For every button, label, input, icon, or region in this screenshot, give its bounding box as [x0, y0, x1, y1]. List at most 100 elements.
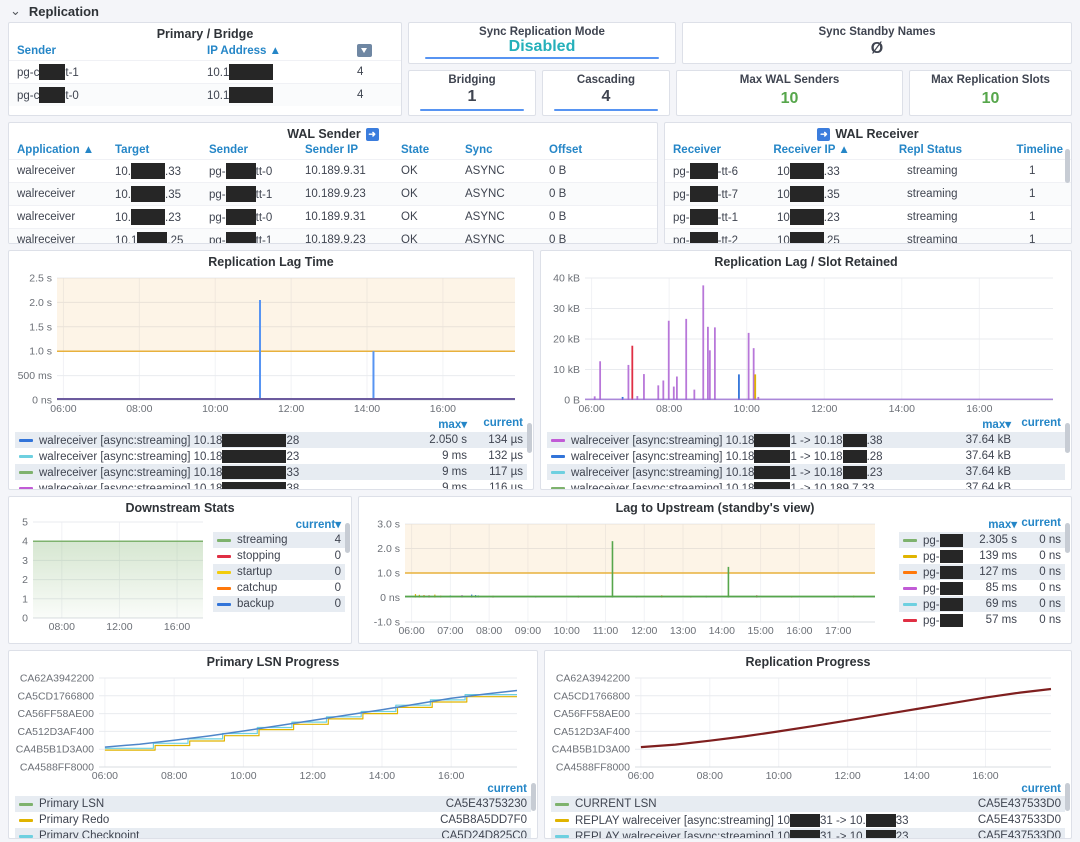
table-link[interactable]: 10.35	[777, 186, 840, 202]
legend-row[interactable]: pg-tt-1 139 ms 0 ns	[899, 548, 1065, 564]
legend-row[interactable]: REPLAY walreceiver [async:streaming] 10 3…	[551, 828, 1065, 838]
column-header[interactable]: Receiver	[673, 144, 721, 156]
legend-sort-header[interactable]: current▾	[295, 519, 341, 531]
scrollbar[interactable]	[1065, 423, 1070, 453]
column-header[interactable]: State	[401, 144, 430, 156]
redaction-block	[229, 87, 274, 103]
legend-row[interactable]: pg-tt-2 69 ms 0 ns	[899, 596, 1065, 612]
legend-value: 139 ms	[979, 550, 1017, 562]
legend-row[interactable]: pg-tt-3 127 ms 0 ns	[899, 564, 1065, 580]
table-link[interactable]: 10.189.9.23	[305, 188, 366, 200]
table-link[interactable]: 10.189.9.31	[305, 165, 366, 177]
text: tt-1	[255, 235, 273, 244]
text: tt-0	[255, 166, 273, 178]
column-header[interactable]: IP Address ▲	[207, 44, 282, 57]
legend-row[interactable]: walreceiver [async:streaming] 10.18 1 -> …	[547, 448, 1065, 464]
scrollbar[interactable]	[1065, 783, 1070, 811]
column-header[interactable]: Timeline	[1016, 144, 1063, 156]
table-link[interactable]: pg-tt-0	[209, 209, 273, 225]
column-header[interactable]: Repl Status	[898, 144, 963, 156]
chart-canvas: 06:00 08:00 10:00 12:00 14:00 16:00 0 ns 500 ms…	[18, 273, 515, 415]
table-link[interactable]: pg-c t-0	[17, 87, 79, 103]
column-header[interactable]: Offset	[549, 144, 583, 156]
column-header[interactable]: Sync	[465, 144, 493, 156]
column-header[interactable]: Receiver IP ▲	[773, 144, 850, 156]
table-link[interactable]: 10.1	[207, 87, 274, 103]
legend-row[interactable]: startup 0	[213, 564, 345, 580]
series-label: pg-tt-2	[923, 597, 963, 611]
column-header[interactable]: Target	[115, 144, 150, 156]
table-link[interactable]: 10.189.9.23	[305, 234, 366, 243]
table-link[interactable]: pg-tt-1	[209, 232, 273, 244]
table-link[interactable]: pg- -tt-2	[673, 232, 739, 243]
legend-header: current	[15, 782, 531, 796]
filter-icon[interactable]	[357, 44, 372, 57]
series-label: REPLAY walreceiver [async:streaming] 10 3…	[575, 829, 957, 838]
legend-sort-header[interactable]: current	[1021, 783, 1061, 795]
legend-row[interactable]: REPLAY walreceiver [async:streaming] 10 3…	[551, 812, 1065, 828]
table-link[interactable]: pg-tt-1	[209, 186, 273, 202]
table-link[interactable]: pg- -tt-6	[673, 163, 739, 179]
legend-row[interactable]: Primary Checkpoint CA5D24D825C0	[15, 828, 531, 838]
table-link[interactable]: 10.25	[777, 232, 840, 243]
stat-title: Max WAL Senders	[739, 74, 840, 86]
legend-row[interactable]: Primary Redo CA5B8A5DD7F0	[15, 812, 531, 828]
legend-sort-header[interactable]: current	[1021, 417, 1061, 429]
table-link[interactable]: 10.33	[777, 163, 840, 179]
legend-sort-header[interactable]: current	[483, 417, 523, 429]
data-link-icon[interactable]: ➜	[817, 127, 831, 141]
legend-row[interactable]: streaming 4	[213, 532, 345, 548]
legend-row[interactable]: pg-tt-8 2.305 s 0 ns	[899, 532, 1065, 548]
data-link-icon[interactable]: ➜	[365, 127, 379, 141]
table-link[interactable]: 10. .33	[115, 163, 181, 179]
table-link[interactable]: 10.1 .25	[115, 232, 184, 243]
legend-row[interactable]: catchup 0	[213, 580, 345, 596]
column-header[interactable]: Sender	[17, 44, 56, 57]
column-header[interactable]: Sender IP	[305, 144, 359, 156]
legend-value: 0 ns	[1039, 534, 1061, 546]
table-link[interactable]: 10. .35	[115, 186, 181, 202]
table-link[interactable]: 10.23	[777, 209, 840, 225]
scrollbar[interactable]	[531, 783, 536, 811]
table-link[interactable]: pg- -tt-1	[673, 209, 739, 225]
scrollbar[interactable]	[1065, 523, 1070, 553]
svg-text:10:00: 10:00	[202, 403, 228, 415]
table-link[interactable]: 10.1	[207, 64, 274, 80]
legend-row[interactable]: pg-tt-4 57 ms 0 ns	[899, 612, 1065, 628]
table-cell: pg- -tt-1	[673, 209, 777, 225]
table-link[interactable]: pg-tt-0	[209, 163, 273, 179]
legend-row[interactable]: Primary LSN CA5E43753230	[15, 796, 531, 812]
legend-row[interactable]: walreceiver [async:streaming] 10.18 33 9 m…	[15, 464, 527, 480]
table-link[interactable]: pg-c t-1	[17, 64, 79, 80]
legend-row[interactable]: walreceiver [async:streaming] 10.18 23 9 m…	[15, 448, 527, 464]
legend-row[interactable]: walreceiver [async:streaming] 10.18 1 -> …	[547, 464, 1065, 480]
legend-sort-header[interactable]: current	[1021, 517, 1061, 529]
legend-row[interactable]: walreceiver [async:streaming] 10.18 28 2.0…	[15, 432, 527, 448]
legend-row[interactable]: CURRENT LSN CA5E437533D0	[551, 796, 1065, 812]
legend-row[interactable]: backup 0	[213, 596, 345, 612]
legend-row[interactable]: walreceiver [async:streaming] 10.18 1 -> …	[547, 480, 1065, 489]
table-link[interactable]: 10. .23	[115, 209, 181, 225]
legend-row[interactable]: stopping 0	[213, 548, 345, 564]
legend-sort-header[interactable]: max▾	[982, 419, 1011, 431]
series-label: walreceiver [async:streaming] 10.18 38	[39, 481, 397, 489]
legend-row[interactable]: walreceiver [async:streaming] 10.18 38 9 m…	[15, 480, 527, 489]
scrollbar[interactable]	[1065, 149, 1070, 183]
column-header[interactable]: Sender	[209, 144, 248, 156]
legend-sort-header[interactable]: current	[487, 783, 527, 795]
legend-row[interactable]: walreceiver [async:streaming] 10.18 1 -> …	[547, 432, 1065, 448]
legend-sort-header[interactable]: max▾	[438, 419, 467, 431]
svg-text:06:00: 06:00	[92, 770, 118, 782]
legend-row[interactable]: pg-tt-6 85 ms 0 ns	[899, 580, 1065, 596]
scrollbar[interactable]	[345, 523, 350, 553]
column-header[interactable]	[357, 44, 387, 57]
legend-sort-header[interactable]: max▾	[988, 519, 1017, 531]
text: t-1	[65, 67, 79, 79]
replication-row-header[interactable]: ⌄ Replication	[0, 0, 1080, 22]
redaction-block	[754, 449, 791, 463]
table-cell: pg- -tt-2	[673, 232, 777, 243]
table-link[interactable]: pg- -tt-7	[673, 186, 739, 202]
table-link[interactable]: 10.189.9.31	[305, 211, 366, 223]
column-header[interactable]: Application ▲	[17, 144, 95, 156]
scrollbar[interactable]	[527, 423, 532, 453]
